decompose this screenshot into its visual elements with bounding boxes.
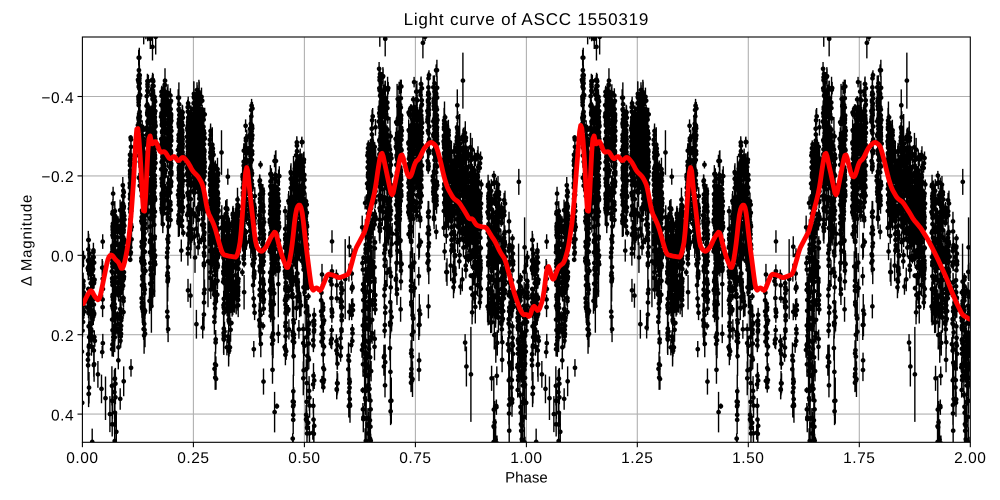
svg-text:Δ Magnitude: Δ Magnitude bbox=[18, 194, 35, 286]
svg-text:0.4: 0.4 bbox=[51, 407, 74, 424]
svg-text:0.0: 0.0 bbox=[51, 249, 74, 266]
svg-text:1.75: 1.75 bbox=[843, 450, 875, 467]
svg-text:0.2: 0.2 bbox=[51, 328, 74, 345]
svg-text:−0.4: −0.4 bbox=[41, 90, 74, 107]
svg-text:1.00: 1.00 bbox=[510, 450, 542, 467]
svg-text:0.00: 0.00 bbox=[66, 450, 98, 467]
svg-text:Light curve of ASCC 1550319: Light curve of ASCC 1550319 bbox=[404, 10, 650, 29]
svg-text:2.00: 2.00 bbox=[954, 450, 986, 467]
svg-text:0.50: 0.50 bbox=[288, 450, 320, 467]
svg-text:1.50: 1.50 bbox=[732, 450, 764, 467]
svg-text:0.75: 0.75 bbox=[399, 450, 431, 467]
svg-text:1.25: 1.25 bbox=[621, 450, 653, 467]
svg-text:−0.2: −0.2 bbox=[41, 169, 74, 186]
svg-text:Phase: Phase bbox=[505, 469, 548, 486]
svg-text:0.25: 0.25 bbox=[177, 450, 209, 467]
